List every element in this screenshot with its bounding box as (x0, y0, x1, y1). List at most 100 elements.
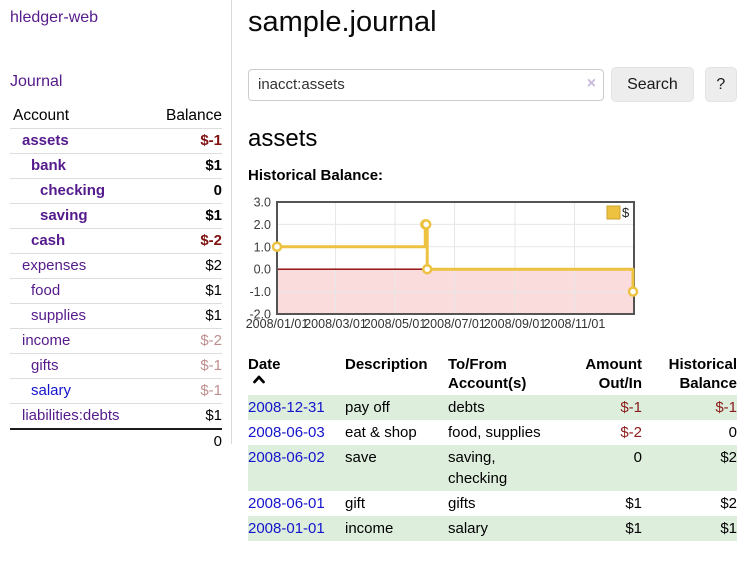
account-link[interactable]: saving (40, 207, 88, 224)
transaction-accounts: debts (448, 395, 563, 420)
x-tick-label: 2008/03/01 (304, 317, 367, 331)
register-col-balance: Historical Balance (642, 353, 737, 395)
register-col-label: Description (345, 356, 428, 373)
clear-search-icon[interactable]: × (586, 74, 597, 92)
account-balance: $1 (147, 153, 222, 179)
account-link[interactable]: food (31, 282, 61, 299)
x-tick-label: 2008/11/01 (544, 317, 606, 331)
search-form: × Search ? (248, 67, 737, 102)
account-link[interactable]: expenses (22, 257, 87, 274)
accounts-table: Account Balance assets $-1 bank $1 checking 0… (10, 105, 222, 454)
account-row: saving $1 (10, 203, 222, 229)
account-row: liabilities:debts $1 (10, 403, 222, 429)
data-point-marker (627, 286, 639, 297)
y-tick-label: -1.0 (249, 285, 271, 299)
register-col-label: Amount Out/In (585, 356, 642, 392)
register-col-accounts: To/From Account(s) (448, 353, 563, 395)
sort-ascending-icon (253, 375, 265, 384)
register-col-description: Description (345, 353, 448, 395)
account-row: gifts $-1 (10, 353, 222, 379)
account-link[interactable]: supplies (31, 307, 87, 324)
transaction-date-link[interactable]: 2008-06-03 (248, 424, 325, 441)
transaction-date-link[interactable]: 2008-12-31 (248, 399, 325, 416)
x-tick-label: 2008/07/01 (423, 317, 486, 331)
accounts-header-balance: Balance (165, 107, 222, 124)
y-tick-label: 0.0 (254, 263, 271, 277)
account-balance: $1 (147, 403, 222, 429)
register-col-date[interactable]: Date (248, 353, 345, 395)
main-content: sample.journal × Search ? assets Histori… (232, 0, 742, 541)
register-row: 2008-01-01 income salary $1 $1 (248, 516, 737, 541)
page-title: sample.journal (248, 6, 437, 38)
chart-title: Historical Balance: (248, 167, 384, 184)
transaction-description: pay off (345, 395, 448, 420)
account-row: cash $-2 (10, 228, 222, 254)
account-balance: $-1 (147, 378, 222, 404)
register-table: Date Description To/From Account(s) Amount … (248, 353, 737, 541)
account-balance: $-2 (147, 228, 222, 254)
transaction-balance: $2 (642, 445, 737, 491)
account-balance: $2 (147, 253, 222, 279)
search-button[interactable]: Search (611, 67, 694, 102)
data-point-marker (271, 241, 283, 253)
transaction-date-link[interactable]: 2008-01-01 (248, 520, 325, 537)
account-link[interactable]: checking (40, 182, 106, 199)
account-row: expenses $2 (10, 253, 222, 279)
transaction-accounts: salary (448, 516, 563, 541)
accounts-total-spacer (10, 428, 148, 454)
search-input[interactable] (248, 68, 605, 101)
transaction-amount: $-2 (620, 424, 642, 441)
x-tick-label: 2008/05/01 (364, 317, 427, 331)
account-heading: assets (248, 125, 318, 152)
account-link[interactable]: liabilities:debts (22, 407, 120, 424)
legend-swatch (606, 205, 621, 220)
search-input-wrap: × (248, 68, 605, 101)
plot-border (276, 201, 635, 315)
transaction-description: gift (345, 495, 366, 512)
transaction-date-link[interactable]: 2008-06-01 (248, 495, 325, 512)
sidebar-item-journal[interactable]: Journal (10, 73, 63, 90)
sidebar: hledger-web Journal Account Balance asse… (0, 0, 232, 454)
register-row: 2008-06-01 gift gifts $1 $2 (248, 491, 737, 516)
help-button[interactable]: ? (704, 67, 737, 102)
transaction-balance: $-1 (642, 395, 737, 420)
accounts-header-account: Account (13, 107, 70, 124)
register-col-label: To/From Account(s) (448, 356, 527, 392)
transaction-accounts: gifts (448, 495, 476, 512)
transaction-balance: $1 (642, 516, 737, 541)
transaction-amount: 0 (563, 445, 642, 491)
account-row: assets $-1 (10, 128, 222, 154)
transaction-accounts: food, supplies (448, 424, 541, 441)
account-row: bank $1 (10, 153, 222, 179)
account-link[interactable]: salary (31, 382, 72, 399)
y-tick-label: -2.0 (249, 308, 271, 322)
account-link[interactable]: cash (31, 232, 66, 249)
accounts-total-value: 0 (147, 428, 222, 454)
account-balance: $-1 (147, 353, 222, 379)
transaction-accounts: saving, checking (448, 445, 563, 491)
account-row: salary $-1 (10, 378, 222, 404)
account-balance: $-2 (147, 328, 222, 354)
account-link[interactable]: bank (31, 157, 67, 174)
account-balance: $1 (147, 278, 222, 304)
legend-label: $ (622, 205, 630, 220)
account-balance: 0 (147, 178, 222, 204)
account-row: food $1 (10, 278, 222, 304)
x-tick-label: 2008/09/01 (484, 317, 547, 331)
account-link[interactable]: income (22, 332, 71, 349)
app-title-link[interactable]: hledger-web (10, 9, 99, 26)
register-row: 2008-06-03 eat & shop food, supplies $-2 0 (248, 420, 737, 445)
transaction-description: save (345, 445, 448, 491)
historical-balance-chart[interactable]: $3.0 2.0 1.0 0.0 -1.0 -2.0 2008/01/01 2008/03/0… (246, 196, 737, 332)
account-row: income $-2 (10, 328, 222, 354)
y-tick-label: 2.0 (254, 218, 271, 232)
register-header-row: Date Description To/From Account(s) Amount … (248, 353, 737, 395)
chart-canvas: $3.0 2.0 1.0 0.0 -1.0 -2.02008/01/012008/03/0… (246, 196, 639, 331)
account-link[interactable]: gifts (31, 357, 59, 374)
account-link[interactable]: assets (22, 132, 69, 149)
data-point-marker (420, 219, 432, 230)
register-col-label: Historical Balance (668, 356, 737, 392)
y-tick-label: 1.0 (254, 240, 271, 254)
transaction-date-link[interactable]: 2008-06-02 (248, 449, 325, 466)
transaction-description: eat & shop (345, 424, 417, 441)
